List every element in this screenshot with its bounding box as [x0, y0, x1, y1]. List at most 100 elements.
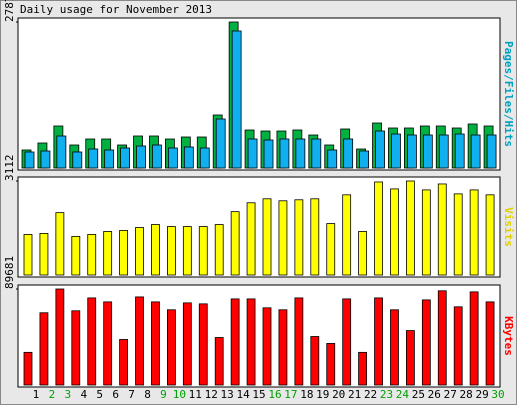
bar — [71, 310, 81, 386]
y-tick-label: 3112 — [3, 155, 16, 182]
x-tick-label: 11 — [189, 388, 202, 401]
bar — [278, 200, 288, 276]
x-tick-label: 12 — [205, 388, 218, 401]
chart-title: Daily usage for November 2013 — [20, 3, 212, 16]
bar — [214, 337, 224, 386]
bar — [198, 226, 208, 276]
x-tick-label: 13 — [221, 388, 234, 401]
bar — [231, 30, 242, 169]
bar — [294, 297, 304, 386]
bar — [279, 138, 290, 169]
x-tick-label: 27 — [444, 388, 457, 401]
bar — [469, 189, 479, 276]
bar — [119, 339, 128, 386]
bar — [326, 343, 336, 386]
bar — [422, 134, 433, 169]
bar — [421, 189, 431, 276]
bar — [486, 134, 497, 169]
bar — [359, 150, 370, 169]
bar — [104, 149, 115, 169]
x-tick-label: 18 — [300, 388, 313, 401]
bar — [55, 288, 65, 386]
bar — [71, 235, 81, 276]
bar — [326, 223, 336, 276]
x-tick-label: 7 — [128, 388, 135, 401]
bar — [358, 231, 368, 276]
bar — [438, 134, 449, 169]
bar — [103, 231, 113, 276]
bar — [182, 302, 192, 386]
bar — [470, 134, 481, 169]
bar — [469, 291, 479, 386]
bar — [87, 234, 97, 276]
bar — [278, 309, 288, 386]
bar — [437, 290, 447, 386]
bar — [374, 297, 383, 386]
panel — [17, 176, 501, 278]
bar — [135, 227, 144, 276]
bar — [56, 135, 67, 169]
panel — [17, 284, 501, 388]
x-tick-label: 21 — [348, 388, 361, 401]
x-tick-label: 9 — [160, 388, 167, 401]
bar — [485, 194, 495, 276]
bar — [294, 199, 304, 276]
bar — [310, 336, 320, 386]
x-tick-label: 30 — [491, 388, 504, 401]
bar — [374, 181, 383, 276]
bar — [23, 234, 33, 276]
x-tick-label: 4 — [80, 388, 87, 401]
bar — [343, 138, 354, 169]
bar — [103, 301, 113, 386]
bar — [119, 230, 128, 276]
bar — [87, 297, 97, 386]
bar — [183, 146, 194, 169]
bar — [215, 118, 226, 169]
bar — [24, 151, 35, 169]
x-tick-label: 3 — [65, 388, 72, 401]
bar — [421, 299, 431, 386]
x-tick-label: 16 — [268, 388, 281, 401]
y-axis-label: KBytes — [502, 316, 515, 356]
bar — [310, 198, 320, 276]
x-tick-label: 25 — [412, 388, 425, 401]
bar — [247, 138, 258, 169]
y-axis-label: Visits — [502, 207, 515, 247]
bar — [246, 202, 256, 276]
bar — [151, 224, 160, 276]
bar — [406, 134, 417, 169]
bar — [342, 298, 352, 386]
bar — [390, 188, 399, 276]
bar — [263, 139, 274, 169]
x-tick-label: 19 — [316, 388, 329, 401]
bar — [246, 298, 256, 386]
x-tick-label: 20 — [332, 388, 345, 401]
bar — [453, 193, 463, 276]
y-axis-label: Pages/Files/Hits — [502, 41, 515, 147]
bar — [151, 301, 160, 386]
bar — [262, 307, 272, 386]
x-tick-label: 28 — [460, 388, 473, 401]
bar — [135, 296, 144, 386]
bar — [152, 144, 162, 169]
x-tick-label: 15 — [252, 388, 265, 401]
bar — [358, 351, 368, 386]
bar — [375, 130, 385, 169]
bar — [136, 145, 146, 169]
bar — [39, 312, 49, 386]
bar — [166, 226, 176, 276]
y-tick-label: 89681 — [3, 256, 16, 289]
x-tick-label: 17 — [284, 388, 297, 401]
bar — [23, 351, 33, 386]
bar — [327, 149, 338, 169]
bar — [391, 133, 401, 169]
bar — [453, 306, 463, 386]
x-tick-label: 26 — [428, 388, 441, 401]
bar — [88, 148, 99, 169]
bar — [166, 309, 176, 386]
y-tick-label: 27872 — [3, 0, 16, 22]
bar — [39, 233, 49, 276]
panel — [17, 17, 501, 171]
bar — [405, 180, 415, 276]
